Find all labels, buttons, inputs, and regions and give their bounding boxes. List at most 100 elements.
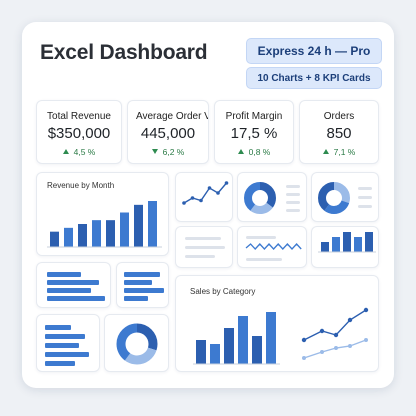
revenue-bar: [78, 224, 87, 247]
hbar: [47, 288, 91, 293]
chart-card-donut-1[interactable]: [237, 172, 307, 222]
donut-3-slice: [116, 323, 158, 365]
badge-features: 10 Charts + 8 KPI Cards: [246, 67, 382, 89]
revenue-bar: [134, 204, 143, 247]
chart-card-hbars-3[interactable]: [36, 314, 100, 372]
legend-line: [358, 205, 372, 208]
sales-point-1: [347, 317, 353, 323]
mini-bar-chart: [318, 232, 376, 253]
kpi-card-average-order-value[interactable]: Average Order Value 445,000 6,2 %: [127, 100, 209, 164]
kpi-value: 17,5 %: [230, 125, 278, 142]
legend-line: [358, 196, 372, 199]
hbar: [45, 352, 89, 357]
chart-card-sparkline[interactable]: [237, 226, 307, 268]
mini-bar: [321, 242, 329, 252]
hbar: [45, 361, 75, 366]
hbar: [124, 272, 160, 277]
donut-1-slice: [244, 182, 276, 214]
chart-card-donut-3[interactable]: [104, 314, 169, 372]
hbar: [47, 272, 81, 277]
hbar: [45, 343, 79, 348]
donut-3-slice: [116, 323, 158, 365]
chart-title: Revenue by Month: [47, 181, 115, 190]
chart-card-hbars-1[interactable]: [36, 262, 111, 308]
legend-line: [286, 185, 300, 188]
kpi-label: Average Order Value: [136, 111, 208, 122]
donut-2-slice: [318, 182, 350, 214]
category-bar: [196, 340, 206, 364]
donut-chart-1: [244, 182, 276, 214]
category-bar: [210, 344, 220, 364]
chart-card-sales-by-category[interactable]: Sales by Category: [175, 275, 379, 372]
hbar: [47, 296, 105, 301]
badge-plan: Express 24 h — Pro: [246, 38, 382, 64]
revenue-by-month-chart: [47, 201, 162, 248]
placeholder-line: [185, 255, 215, 258]
category-bar: [224, 328, 234, 364]
sales-point-1: [363, 307, 369, 313]
trend-point: [207, 186, 212, 190]
legend-line: [286, 209, 300, 212]
legend-line: [286, 201, 300, 204]
placeholder-line: [246, 236, 276, 239]
donut-1-slice: [244, 182, 276, 214]
revenue-bar: [50, 231, 59, 247]
mini-bar: [343, 232, 351, 252]
hbar: [124, 288, 164, 293]
chart-card-trend-line[interactable]: [175, 172, 233, 222]
chart-title: Sales by Category: [190, 287, 256, 296]
kpi-label: Total Revenue: [47, 111, 111, 122]
hbar: [124, 296, 148, 301]
hbar: [45, 334, 85, 339]
kpi-card-total-revenue[interactable]: Total Revenue $350,000 4,5 %: [36, 100, 122, 164]
trend-point: [190, 196, 195, 200]
trend-point: [224, 181, 229, 185]
kpi-card-orders[interactable]: Orders 850 7,1 %: [299, 100, 379, 164]
sales-by-category-chart: [193, 307, 369, 365]
legend-line: [358, 187, 372, 190]
revenue-bar: [120, 212, 129, 247]
trend-point: [216, 191, 220, 195]
sales-point-1: [301, 337, 307, 343]
text-placeholder-card[interactable]: [175, 226, 233, 268]
category-bar: [252, 336, 262, 364]
sales-point-2: [334, 346, 338, 350]
sales-point-2: [302, 356, 306, 360]
chart-card-mini-bars[interactable]: [311, 226, 379, 268]
arrow-up-icon: [237, 149, 244, 154]
arrow-up-icon: [62, 149, 69, 154]
trend-line-chart: [182, 181, 229, 205]
kpi-delta: 7,1 %: [300, 147, 378, 157]
revenue-bar: [106, 220, 115, 247]
kpi-value: 445,000: [140, 125, 196, 142]
chart-card-hbars-2[interactable]: [116, 262, 169, 308]
trend-line: [183, 182, 228, 204]
chart-card-revenue-by-month[interactable]: Revenue by Month: [36, 172, 169, 256]
arrow-up-icon: [322, 149, 329, 154]
donut-2-slice: [318, 182, 350, 214]
placeholder-line: [246, 258, 282, 261]
hbar: [45, 325, 71, 330]
mini-bar: [354, 237, 362, 252]
revenue-bar: [148, 201, 157, 247]
kpi-card-profit-margin[interactable]: Profit Margin 17,5 % 0,8 %: [214, 100, 294, 164]
category-bar: [238, 316, 248, 364]
category-bar: [266, 312, 276, 364]
kpi-delta: 6,2 %: [128, 147, 208, 157]
kpi-delta: 4,5 %: [37, 147, 121, 157]
kpi-label: Orders: [323, 111, 355, 122]
kpi-label: Profit Margin: [225, 111, 283, 122]
kpi-value: 850: [326, 125, 352, 142]
sales-point-2: [320, 350, 324, 354]
mini-bar: [332, 237, 340, 252]
revenue-bar: [92, 220, 101, 247]
page-title: Excel Dashboard: [40, 41, 208, 64]
chart-card-donut-2[interactable]: [311, 172, 379, 222]
mini-bar: [365, 232, 373, 252]
sales-point-1: [319, 328, 325, 334]
sparkline: [245, 243, 302, 250]
hbar: [124, 280, 152, 285]
donut-chart-2: [318, 182, 350, 214]
hbar: [47, 280, 99, 285]
sales-point-2: [348, 344, 352, 348]
